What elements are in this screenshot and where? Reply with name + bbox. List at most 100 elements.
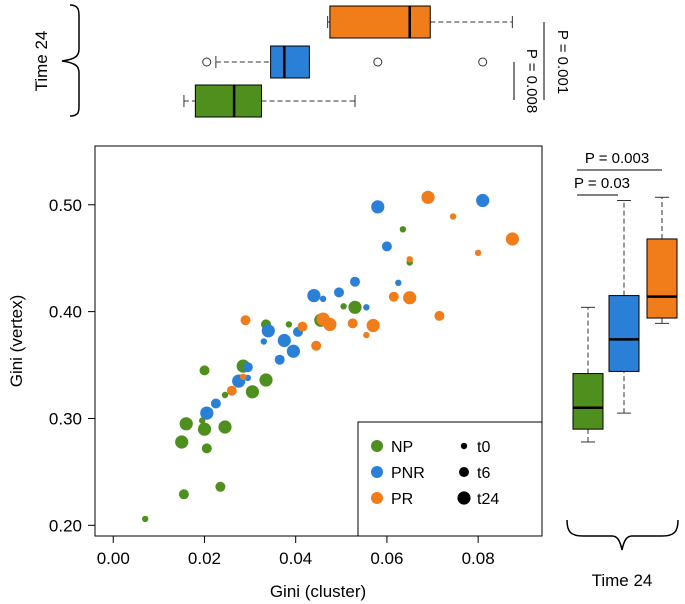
- point-pr-t0: [363, 331, 370, 339]
- x-tick-label: 0.04: [279, 549, 312, 568]
- top-brace: [61, 4, 80, 117]
- point-pr-t0: [240, 373, 247, 380]
- box-pr: [329, 5, 431, 39]
- point-pr-t24: [366, 318, 380, 333]
- point-np-t0: [340, 303, 347, 310]
- point-pnr-t6: [274, 354, 285, 365]
- point-pnr-t24: [277, 333, 291, 348]
- point-pnr-t24: [200, 406, 214, 420]
- point-pr-t24: [505, 232, 519, 246]
- point-pr-t6: [226, 385, 237, 396]
- point-np-t0: [142, 515, 149, 523]
- point-pnr-t6: [381, 241, 392, 252]
- point-np-t6: [199, 365, 210, 376]
- point-np-t24: [245, 385, 259, 399]
- y-axis-label: Gini (vertex): [7, 295, 26, 388]
- legend-label-np: NP: [391, 439, 413, 456]
- point-pnr-t0: [395, 279, 402, 286]
- right-pvalue-1: P = 0.003: [585, 150, 649, 167]
- top-boxes: [183, 5, 513, 118]
- legend-size-t6: [459, 467, 469, 477]
- point-pr-t24: [421, 190, 435, 204]
- y-tick-label: 0.30: [49, 409, 82, 428]
- point-np-t24: [259, 373, 273, 387]
- point-pnr-t0: [260, 338, 267, 345]
- right-boxplot-label: Time 24: [592, 571, 653, 590]
- point-pr-t6: [297, 321, 308, 332]
- point-pr-t24: [403, 291, 417, 305]
- y-tick-label: 0.40: [49, 303, 82, 322]
- legend-marker-np: [371, 440, 383, 452]
- legend-label-pr: PR: [391, 491, 413, 508]
- point-pr-t6: [388, 291, 399, 302]
- point-pnr-t24: [476, 193, 490, 208]
- box-pr: [646, 238, 678, 319]
- point-np-t24: [175, 435, 189, 449]
- point-pnr-t0: [319, 295, 327, 302]
- point-np-t0: [221, 391, 229, 399]
- x-tick-label: 0.00: [97, 549, 130, 568]
- point-pnr-t24: [371, 200, 385, 214]
- y-axis: 0.20 0.30 0.40 0.50: [49, 196, 95, 535]
- scatter-panel: 0.20 0.30 0.40 0.50 0.00 0.02 0.04 0.06 …: [7, 145, 543, 601]
- point-pr-t0: [449, 213, 457, 220]
- point-pr-t24: [323, 317, 337, 331]
- legend-label-t6: t6: [477, 465, 490, 482]
- point-pr-t0: [474, 249, 482, 256]
- point-pnr-t6: [350, 276, 360, 287]
- top-pvalue-brackets: [513, 22, 545, 100]
- point-pr-t6: [311, 340, 322, 351]
- box-pnr: [608, 295, 640, 372]
- outlier-point: [478, 57, 488, 67]
- top-boxplot-panel: Time 24 P = 0.001 P = 0.008: [32, 4, 571, 118]
- outlier-point: [373, 57, 383, 67]
- point-np-t6: [201, 443, 212, 454]
- box-pnr: [270, 45, 310, 79]
- right-brace: [566, 519, 679, 551]
- box-np: [194, 84, 262, 118]
- legend-label-t0: t0: [477, 439, 490, 456]
- point-np-t24: [197, 422, 212, 436]
- point-pnr-t24: [261, 324, 275, 338]
- right-pvalue-2: P = 0.03: [574, 175, 630, 192]
- point-np-t24: [348, 300, 362, 314]
- right-boxplot-panel: P = 0.003 P = 0.03 Time 24: [566, 150, 679, 590]
- x-tick-label: 0.08: [462, 549, 495, 568]
- point-pnr-t6: [210, 398, 221, 409]
- top-boxplot-label: Time 24: [32, 31, 51, 92]
- right-pvalue-brackets: [577, 169, 662, 196]
- point-np-t0: [399, 226, 407, 233]
- point-np-t0: [285, 321, 293, 328]
- point-pr-t0: [406, 256, 413, 263]
- outlier-point: [202, 57, 212, 67]
- point-pr-t6: [347, 318, 358, 329]
- scatter-points: [142, 190, 519, 523]
- top-pvalue-2: P = 0.008: [523, 49, 540, 113]
- point-np-t6: [178, 489, 189, 500]
- legend-marker-pnr: [371, 466, 383, 478]
- y-tick-label: 0.20: [49, 516, 82, 535]
- legend: NP PNR PR t0 t6 t24: [357, 421, 543, 537]
- legend-label-t24: t24: [477, 491, 499, 508]
- point-np-t24: [218, 420, 232, 434]
- top-pvalue-1: P = 0.001: [554, 30, 571, 94]
- legend-marker-pr: [371, 492, 383, 504]
- point-pr-t6: [240, 315, 251, 326]
- x-tick-label: 0.02: [188, 549, 221, 568]
- legend-size-t0: [460, 442, 468, 450]
- point-np-t0: [199, 417, 206, 424]
- point-pnr-t0: [363, 304, 370, 311]
- y-tick-label: 0.50: [49, 196, 82, 215]
- point-pr-t6: [434, 310, 445, 321]
- point-np-t24: [179, 417, 193, 431]
- legend-label-pnr: PNR: [391, 465, 425, 482]
- legend-size-t24: [457, 491, 471, 505]
- plot-frame: [94, 145, 543, 537]
- right-boxes: [572, 196, 678, 443]
- x-axis: 0.00 0.02 0.04 0.06 0.08: [97, 536, 495, 568]
- point-pnr-t6: [334, 287, 344, 298]
- point-pnr-t24: [307, 289, 321, 303]
- box-np: [572, 373, 604, 430]
- x-axis-label: Gini (cluster): [270, 582, 366, 601]
